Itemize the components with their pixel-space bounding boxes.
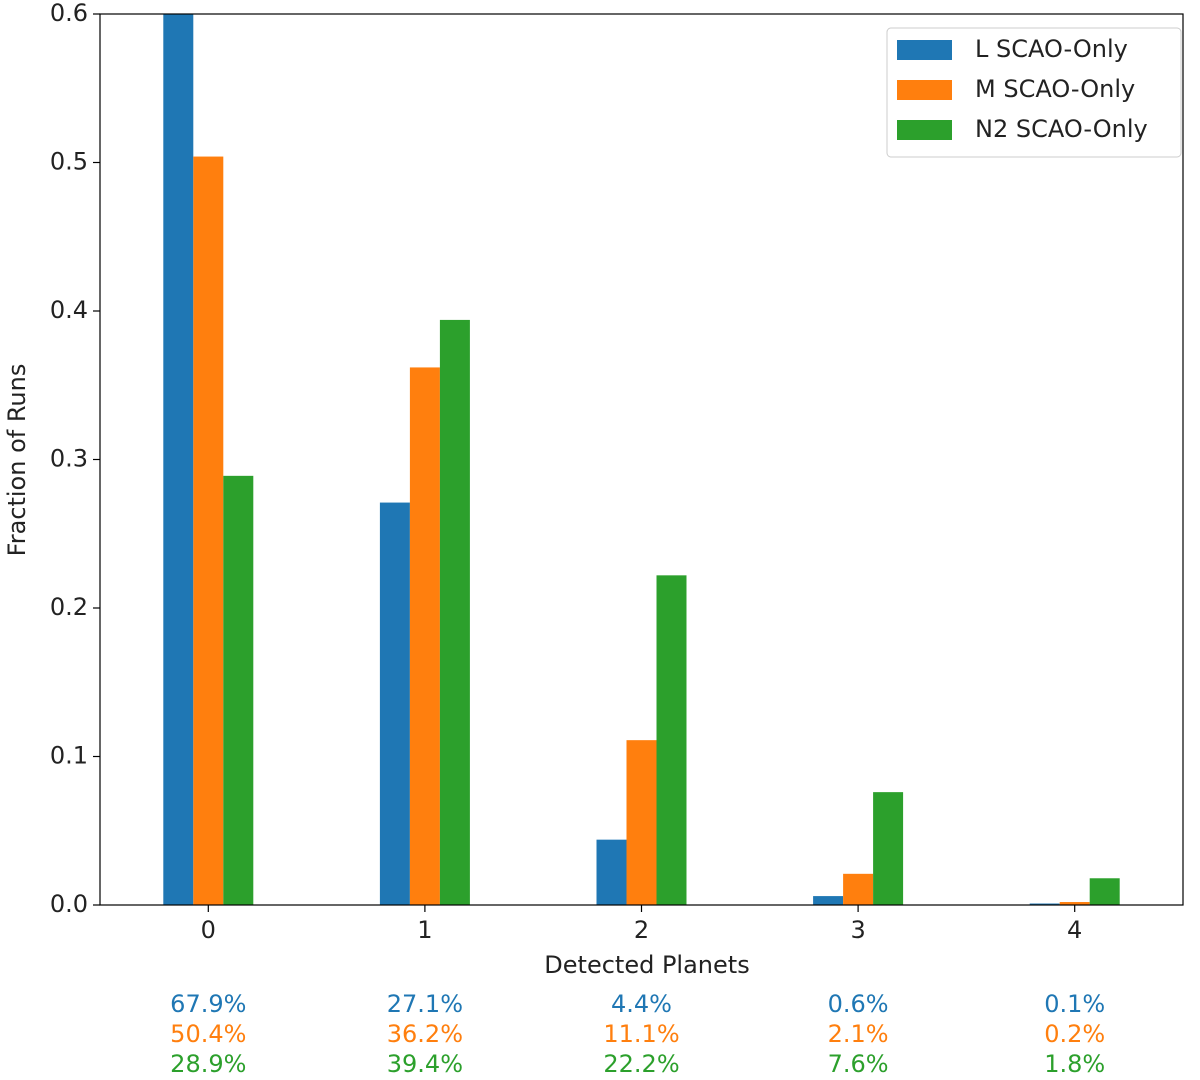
value-label: 50.4%: [170, 1020, 246, 1048]
value-label: 0.6%: [828, 990, 889, 1018]
bar: [1089, 878, 1120, 905]
legend-label: N2 SCAO-Only: [975, 115, 1148, 143]
bar: [1029, 903, 1060, 905]
legend-label: L SCAO-Only: [975, 35, 1128, 63]
value-label: 28.9%: [170, 1050, 246, 1078]
value-label: 22.2%: [603, 1050, 679, 1078]
y-axis-label: Fraction of Runs: [3, 364, 31, 557]
bar: [596, 839, 627, 905]
value-label: 39.4%: [387, 1050, 463, 1078]
x-tick-label: 1: [417, 916, 432, 944]
value-label: 4.4%: [611, 990, 672, 1018]
y-tick-label: 0.6: [50, 0, 88, 27]
bars: [163, 14, 1120, 905]
value-label: 27.1%: [387, 990, 463, 1018]
legend-box: [886, 27, 1182, 158]
legend-swatch: [897, 40, 952, 60]
bar: [656, 575, 687, 905]
legend-swatch: [897, 80, 952, 100]
y-tick-label: 0.5: [50, 148, 88, 176]
bar: [223, 475, 254, 905]
x-tick-label: 2: [634, 916, 649, 944]
x-tick-label: 4: [1067, 916, 1082, 944]
x-tick-label: 3: [850, 916, 865, 944]
legend-swatch: [897, 120, 952, 140]
y-tick-label: 0.3: [50, 445, 88, 473]
value-label: 36.2%: [387, 1020, 463, 1048]
value-label: 67.9%: [170, 990, 246, 1018]
bar: [873, 792, 904, 905]
legend-label: M SCAO-Only: [975, 75, 1135, 103]
y-tick-label: 0.2: [50, 593, 88, 621]
value-label: 2.1%: [828, 1020, 889, 1048]
bar: [163, 14, 194, 905]
value-label: 11.1%: [603, 1020, 679, 1048]
y-tick-label: 0.0: [50, 890, 88, 918]
bar: [193, 156, 224, 905]
value-label: 1.8%: [1044, 1050, 1105, 1078]
bar: [1059, 902, 1090, 905]
x-axis-label: Detected Planets: [544, 951, 749, 979]
bar: [439, 319, 470, 905]
bar: [626, 740, 657, 905]
x-tick-label: 0: [201, 916, 216, 944]
bar: [409, 367, 440, 905]
y-tick-label: 0.1: [50, 742, 88, 770]
value-label: 0.2%: [1044, 1020, 1105, 1048]
value-label: 0.1%: [1044, 990, 1105, 1018]
bar: [379, 502, 410, 905]
value-label: 7.6%: [828, 1050, 889, 1078]
bar: [813, 896, 844, 905]
bar: [843, 873, 874, 905]
y-tick-label: 0.4: [50, 296, 88, 324]
